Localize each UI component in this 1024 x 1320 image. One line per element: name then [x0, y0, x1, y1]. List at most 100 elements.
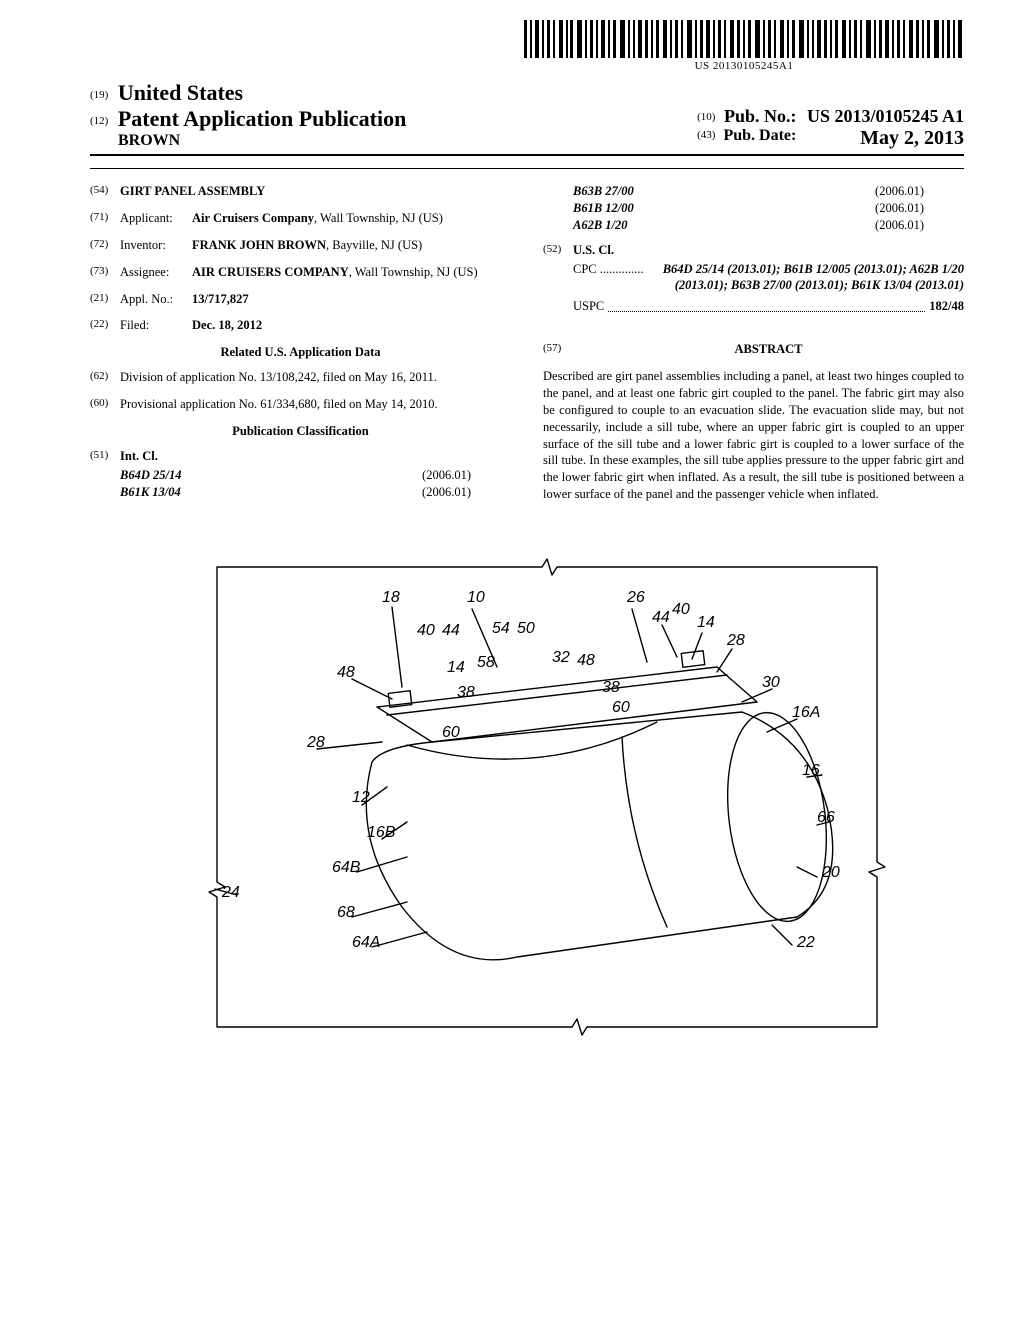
uscl-field: (52) U.S. Cl. — [543, 242, 964, 259]
left-column: (54) GIRT PANEL ASSEMBLY (71) Applicant:… — [90, 183, 511, 503]
uspc-code: 182/48 — [929, 298, 964, 315]
figure-ref-label: 16A — [792, 704, 820, 721]
intcl-version: (2006.01) — [875, 217, 924, 234]
pubtype: Patent Application Publication — [118, 106, 406, 131]
inventor-idx: (72) — [90, 237, 120, 254]
figure-ref-label: 40 — [672, 601, 690, 618]
intcl-row: A62B 1/20 (2006.01) — [543, 217, 964, 234]
intcl-code: B64D 25/14 — [120, 467, 181, 484]
intcl-label: Int. Cl. — [120, 449, 158, 463]
figure-ref-label: 16B — [367, 824, 396, 841]
barcode-area: US 20130105245A1 — [90, 20, 964, 74]
inventor-label: Inventor: — [120, 237, 192, 254]
header-rule — [90, 168, 964, 169]
figure-ref-label: 38 — [602, 679, 620, 696]
figure-ref-label: 16 — [802, 762, 820, 779]
applicant-idx: (71) — [90, 210, 120, 227]
title-field: (54) GIRT PANEL ASSEMBLY — [90, 183, 511, 200]
intcl-version: (2006.01) — [875, 200, 924, 217]
cpc-label: CPC .............. — [573, 261, 644, 278]
abstract-idx: (57) — [543, 341, 573, 368]
assignee-field: (73) Assignee: AIR CRUISERS COMPANY, Wal… — [90, 264, 511, 281]
uscl-idx: (52) — [543, 242, 573, 259]
pubno: US 2013/0105245 A1 — [807, 106, 964, 126]
intcl-row: B63B 27/00 (2006.01) — [543, 183, 964, 200]
uspc-row: USPC 182/48 — [543, 298, 964, 315]
assignee-label: Assignee: — [120, 264, 192, 281]
intcl-list: B64D 25/14(2006.01)B61K 13/04(2006.01) — [90, 467, 511, 501]
intcl-field: (51) Int. Cl. — [90, 448, 511, 465]
pubno-idx: (10) — [697, 111, 715, 123]
inventor-value: FRANK JOHN BROWN, Bayville, NJ (US) — [192, 237, 511, 254]
invention-title: GIRT PANEL ASSEMBLY — [120, 184, 265, 198]
uscl-label: U.S. Cl. — [573, 243, 614, 257]
provisional-idx: (60) — [90, 396, 120, 413]
filed-idx: (22) — [90, 317, 120, 334]
intcl-row: B64D 25/14(2006.01) — [90, 467, 511, 484]
pubdate-idx: (43) — [697, 129, 715, 141]
figure-ref-label: 54 — [492, 620, 510, 637]
figure-ref-label: 24 — [221, 884, 240, 901]
country-idx: (19) — [90, 89, 108, 101]
intcl-code: A62B 1/20 — [573, 217, 628, 234]
cpc-block: CPC .............. B64D 25/14 (2013.01);… — [543, 261, 964, 295]
country-line: (19) United States — [90, 80, 406, 106]
figure-ref-label: 26 — [626, 589, 645, 606]
pubtype-idx: (12) — [90, 115, 108, 127]
provisional-field: (60) Provisional application No. 61/334,… — [90, 396, 511, 413]
figure-ref-label: 50 — [517, 620, 535, 637]
figure-ref-label: 68 — [337, 904, 355, 921]
assignee-loc: , Wall Township, NJ (US) — [349, 265, 478, 279]
barcode: US 20130105245A1 — [524, 20, 964, 72]
intcl-idx: (51) — [90, 448, 120, 465]
figure-ref-label: 18 — [382, 589, 400, 606]
figure-ref-label: 44 — [652, 609, 670, 626]
pubtype-line: (12) Patent Application Publication — [90, 106, 406, 132]
intcl-row: B61B 12/00(2006.01) — [543, 200, 964, 217]
patent-figure: 1810264044545044401428481458324838386030… — [157, 527, 897, 1047]
figure-ref-label: 20 — [821, 864, 840, 881]
abstract-section: (57) ABSTRACT Described are girt panel a… — [543, 341, 964, 503]
header-right: (10) Pub. No.: US 2013/0105245 A1 (43) P… — [697, 106, 964, 150]
related-head: Related U.S. Application Data — [90, 344, 511, 361]
figure-ref-label: 44 — [442, 622, 460, 639]
filed-date: Dec. 18, 2012 — [192, 318, 262, 332]
division-text: Division of application No. 13/108,242, … — [120, 369, 511, 386]
figure-ref-label: 28 — [306, 734, 325, 751]
assignee-name: AIR CRUISERS COMPANY — [192, 265, 349, 279]
header-left: (19) United States (12) Patent Applicati… — [90, 80, 406, 150]
applicant-label: Applicant: — [120, 210, 192, 227]
figure-ref-label: 14 — [697, 614, 715, 631]
pubclass-head: Publication Classification — [90, 423, 511, 440]
figure-ref-label: 48 — [577, 652, 595, 669]
abstract-head: ABSTRACT — [573, 341, 964, 358]
intcl-version: (2006.01) — [875, 183, 924, 200]
uspc-label: USPC — [573, 298, 604, 315]
barcode-svg — [524, 20, 964, 58]
figure-ref-label: 12 — [352, 789, 370, 806]
provisional-text: Provisional application No. 61/334,680, … — [120, 396, 511, 413]
intcl-list-cont: B63B 27/00 (2006.01)B61B 12/00(2006.01)A6… — [543, 183, 964, 234]
applicant-name: Air Cruisers Company — [192, 211, 314, 225]
assignee-idx: (73) — [90, 264, 120, 281]
figure-area: 1810264044545044401428481458324838386030… — [90, 527, 964, 1052]
applno-idx: (21) — [90, 291, 120, 308]
figure-ref-label: 22 — [796, 934, 815, 951]
applno-label: Appl. No.: — [120, 291, 192, 308]
pubdate-line: (43) Pub. Date: May 2, 2013 — [697, 127, 964, 145]
applicant-field: (71) Applicant: Air Cruisers Company, Wa… — [90, 210, 511, 227]
intcl-code: B63B 27/00 — [573, 183, 634, 200]
filed-label: Filed: — [120, 317, 192, 334]
pubdate: May 2, 2013 — [860, 127, 964, 150]
figure-ref-label: 10 — [467, 589, 485, 606]
intcl-version: (2006.01) — [422, 484, 471, 501]
applicant-loc: , Wall Township, NJ (US) — [314, 211, 443, 225]
uspc-dots — [608, 298, 925, 312]
figure-ref-label: 40 — [417, 622, 435, 639]
applno: 13/717,827 — [192, 292, 249, 306]
barcode-text: US 20130105245A1 — [524, 60, 964, 72]
division-field: (62) Division of application No. 13/108,… — [90, 369, 511, 386]
figure-ref-label: 48 — [337, 664, 355, 681]
country: United States — [118, 80, 243, 105]
figure-ref-label: 30 — [762, 674, 780, 691]
